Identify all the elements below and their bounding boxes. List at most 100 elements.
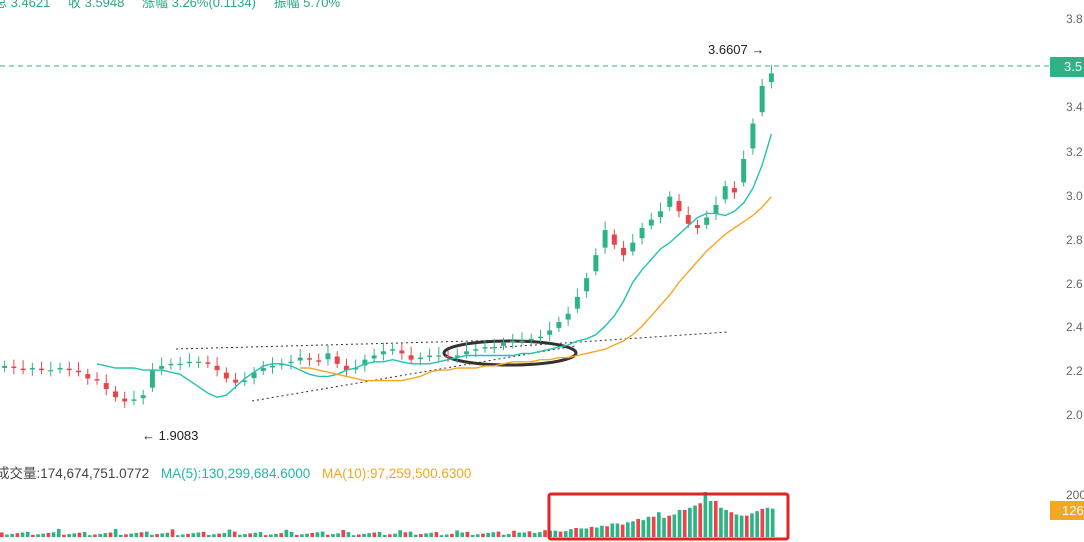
candle-body <box>11 366 17 369</box>
volume-bar <box>77 532 82 537</box>
candle-body <box>112 391 118 398</box>
candle-body <box>445 356 451 358</box>
candle-body <box>399 350 405 354</box>
volume-bar <box>724 510 728 537</box>
volume-bar <box>713 501 718 537</box>
candle-body <box>602 230 608 248</box>
candle-body <box>574 296 580 309</box>
candle-body <box>750 123 756 149</box>
candle-body <box>2 365 8 369</box>
volume-bar <box>372 532 377 537</box>
candle-body <box>768 73 774 83</box>
upper-trendline <box>175 339 511 350</box>
candle-body <box>630 242 636 252</box>
candle-body <box>270 365 276 368</box>
candle-body <box>473 349 479 351</box>
candle-body <box>667 196 673 207</box>
volume-bar <box>444 534 449 537</box>
candle-body <box>57 368 63 370</box>
volume-bar <box>5 534 9 537</box>
volume-bar <box>698 503 703 537</box>
candle-body <box>464 351 470 355</box>
volume-bar <box>403 532 408 537</box>
volume-bar <box>615 523 620 537</box>
candle-body <box>528 338 534 341</box>
volume-bar <box>253 532 258 537</box>
candle-body <box>731 188 737 193</box>
volume-bar <box>382 534 387 537</box>
candle-body <box>233 379 239 383</box>
volume-header: 成交量:174,674,751.0772 MA(5):130,299,684.6… <box>0 462 479 482</box>
volume-bar <box>719 507 723 537</box>
volume-bar <box>708 501 713 537</box>
volume-bar <box>243 534 247 537</box>
volume-bar <box>336 533 340 537</box>
arrow-right-icon: → <box>751 42 765 57</box>
volume-bar <box>610 523 615 537</box>
volume-bar <box>388 534 392 537</box>
current-volume-tag: 126 <box>1050 501 1084 520</box>
volume-bar <box>165 532 170 537</box>
volume-bar <box>750 513 754 537</box>
candle-body <box>334 356 340 364</box>
volume-bar <box>450 533 454 537</box>
candle-body <box>556 322 562 328</box>
volume-bar <box>181 534 185 537</box>
volume-bar <box>703 492 708 537</box>
volume-bar <box>646 516 651 537</box>
volume-bar <box>82 532 87 537</box>
volume-bar <box>481 533 485 537</box>
axis-tick-2-2: 2.2 <box>1066 364 1083 378</box>
candle-body <box>29 368 35 370</box>
volume-bar <box>527 531 532 537</box>
volume-bar <box>512 530 516 537</box>
volume-bar <box>574 528 578 537</box>
volume-bar <box>155 534 159 537</box>
volume-bar <box>413 534 418 537</box>
volume-bar <box>72 533 77 537</box>
candle-body <box>205 362 211 364</box>
volume-bar <box>636 519 640 537</box>
volume-bar <box>605 526 609 537</box>
candle-body <box>279 363 285 366</box>
candle-body <box>362 359 368 366</box>
candle-body <box>648 219 654 226</box>
candle-body <box>482 347 488 349</box>
candle-body <box>325 353 331 360</box>
volume-bar <box>258 532 263 537</box>
candle-body <box>186 361 192 364</box>
candle-body <box>694 225 700 228</box>
volume-bar <box>760 508 765 537</box>
volume-bar <box>113 529 118 537</box>
ma10-line <box>300 196 772 382</box>
volume-ma10: MA(10):97,259,500.6300 <box>322 466 472 481</box>
volume-bar <box>765 507 770 537</box>
volume-bar <box>553 530 558 537</box>
candle-body <box>260 368 266 371</box>
amplitude-value: 振幅 5.70% <box>273 0 341 10</box>
candle-body <box>94 379 100 381</box>
volume-bar <box>419 534 423 537</box>
axis-tick-2-6: 2.6 <box>1066 277 1083 291</box>
volume-bar <box>470 534 475 537</box>
volume-bar <box>744 515 749 537</box>
volume-bar <box>144 531 149 537</box>
candle-body <box>621 247 627 256</box>
candle-body <box>343 365 349 371</box>
axis-tick-2-4: 2.4 <box>1066 320 1083 334</box>
volume-bar <box>641 520 646 537</box>
volume-bar <box>755 511 759 537</box>
volume-bar <box>232 531 237 537</box>
axis-tick-3-0: 3.0 <box>1066 189 1083 203</box>
volume-bar <box>320 531 325 537</box>
volume-bar <box>429 532 434 537</box>
volume-bar <box>367 533 371 537</box>
candle-body <box>159 365 165 369</box>
candle-body <box>741 159 747 183</box>
volume-bar <box>129 533 134 537</box>
volume-bar <box>491 532 496 537</box>
volume-bar <box>41 533 46 537</box>
volume-bar <box>212 534 216 537</box>
candle-body <box>565 313 571 320</box>
volume-bar <box>501 534 506 537</box>
